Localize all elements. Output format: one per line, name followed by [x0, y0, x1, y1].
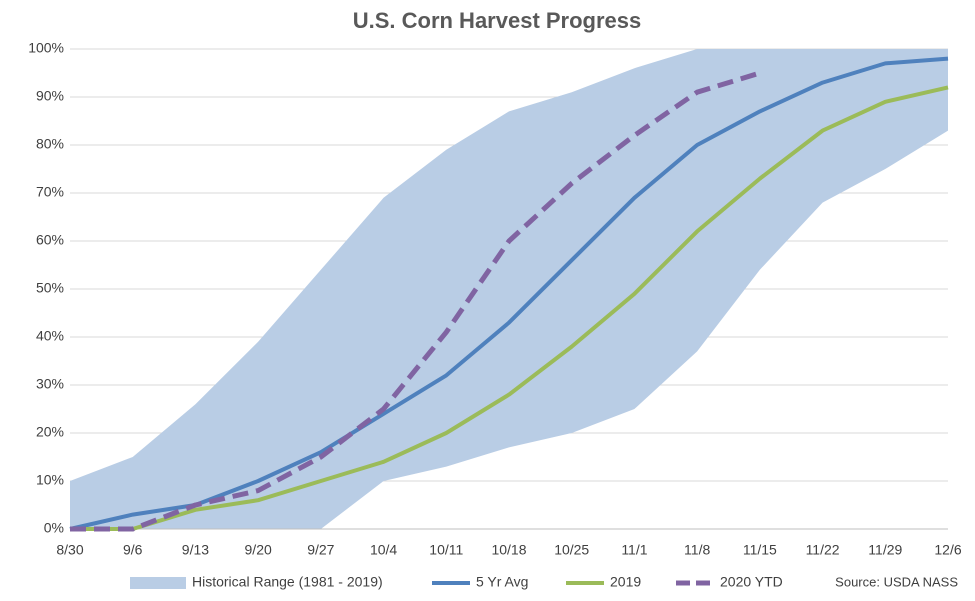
x-tick-label: 9/27: [307, 542, 334, 558]
y-tick-label: 0%: [44, 520, 64, 536]
y-tick-label: 50%: [36, 280, 64, 296]
x-tick-label: 10/18: [491, 542, 526, 558]
series-line: [69, 56, 949, 531]
y-tick-label: 40%: [36, 328, 64, 344]
y-tick-label: 10%: [36, 472, 64, 488]
x-tick-label: 9/13: [182, 542, 209, 558]
series-line: [70, 85, 949, 531]
y-tick-label: 70%: [36, 184, 64, 200]
x-tick-label: 9/6: [123, 542, 143, 558]
y-tick-label: 20%: [36, 424, 64, 440]
x-tick-label: 11/29: [868, 542, 902, 558]
x-tick-label: 9/20: [245, 542, 272, 558]
x-tick-label: 11/1: [621, 542, 647, 558]
y-tick-label: 30%: [36, 376, 64, 392]
legend-label: 5 Yr Avg: [476, 574, 528, 590]
legend-label: 2019: [610, 574, 641, 590]
x-tick-label: 12/6: [934, 542, 961, 558]
y-tick-label: 100%: [28, 40, 64, 56]
chart-title: U.S. Corn Harvest Progress: [353, 8, 642, 33]
y-tick-label: 90%: [36, 88, 64, 104]
x-tick-label: 11/22: [806, 542, 840, 558]
y-tick-label: 80%: [36, 136, 64, 152]
series-line: [70, 70, 761, 532]
legend-label: Historical Range (1981 - 2019): [192, 574, 383, 590]
x-tick-label: 10/25: [554, 542, 589, 558]
historical-range: [70, 49, 948, 529]
x-tick-label: 10/11: [429, 542, 463, 558]
x-tick-label: 8/30: [56, 542, 83, 558]
legend-swatch: [130, 577, 186, 589]
y-tick-label: 60%: [36, 232, 64, 248]
x-tick-label: 11/15: [743, 542, 777, 558]
x-tick-label: 11/8: [684, 542, 710, 558]
legend-label: 2020 YTD: [720, 574, 783, 590]
source-note: Source: USDA NASS: [835, 574, 958, 589]
x-tick-label: 10/4: [370, 542, 397, 558]
